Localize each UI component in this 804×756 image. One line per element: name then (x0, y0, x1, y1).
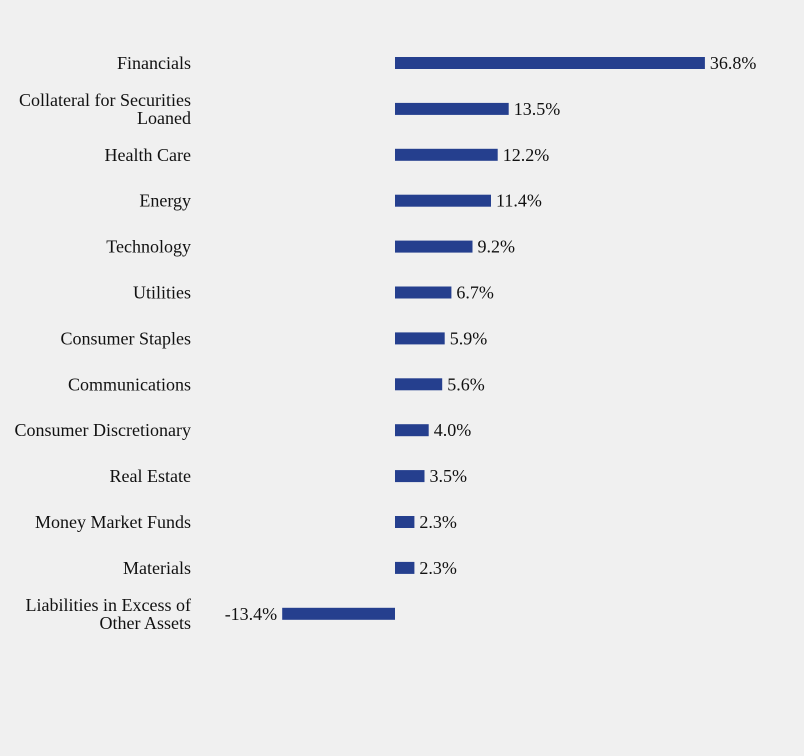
value-label-2: 12.2% (503, 145, 550, 165)
value-label-4: 9.2% (478, 237, 516, 257)
bar-12 (282, 607, 395, 620)
category-label-1-line-1: Loaned (137, 108, 191, 128)
category-label-3: Energy (139, 191, 191, 211)
value-label-7: 5.6% (447, 374, 485, 394)
value-label-9: 3.5% (430, 466, 468, 486)
value-label-0: 36.8% (710, 53, 757, 73)
bar-10 (395, 516, 415, 528)
value-label-8: 4.0% (434, 420, 472, 440)
labels-layer: 36.8% Financials 13.5% Collateral for Secur… (15, 53, 757, 633)
bar-0 (395, 57, 705, 69)
category-label-6: Consumer Staples (61, 328, 192, 348)
bar-4 (395, 240, 473, 253)
category-label-12-line-1: Other Assets (100, 613, 192, 633)
bar-3 (395, 194, 491, 207)
bar-6 (395, 332, 445, 345)
bar-1 (395, 102, 509, 115)
category-label-12-line-0: Liabilities in Excess of (26, 595, 191, 615)
category-label-5: Utilities (133, 283, 191, 303)
value-label-3: 11.4% (496, 191, 542, 211)
category-label-7: Communications (68, 374, 191, 394)
value-label-11: 2.3% (419, 558, 457, 578)
category-label-4: Technology (106, 237, 191, 257)
bars-layer (282, 57, 705, 620)
category-label-11: Materials (123, 558, 191, 578)
bar-5 (395, 286, 452, 299)
value-label-1: 13.5% (514, 99, 561, 119)
bar-2 (395, 148, 498, 161)
bar-9 (395, 470, 425, 483)
bar-11 (395, 561, 415, 574)
bar-7 (395, 378, 443, 391)
category-label-10: Money Market Funds (35, 512, 191, 532)
category-label-2: Health Care (105, 145, 191, 165)
value-label-5: 6.7% (456, 283, 494, 303)
bar-8 (395, 424, 429, 437)
category-label-1-line-0: Collateral for Securities (19, 90, 191, 110)
value-label-6: 5.9% (450, 328, 488, 348)
category-label-9: Real Estate (110, 466, 191, 486)
value-label-10: 2.3% (419, 512, 457, 532)
category-label-0: Financials (117, 53, 191, 73)
category-label-8: Consumer Discretionary (15, 420, 191, 440)
value-label-12: -13.4% (225, 604, 278, 624)
